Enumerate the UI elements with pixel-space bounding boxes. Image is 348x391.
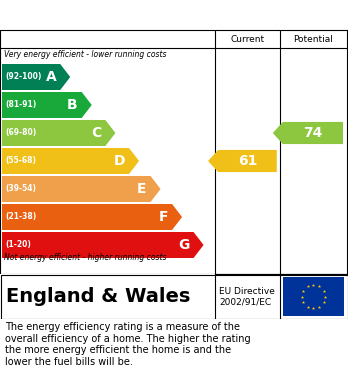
Text: E: E <box>137 182 147 196</box>
Polygon shape <box>2 120 116 146</box>
Text: C: C <box>91 126 101 140</box>
Text: Potential: Potential <box>293 34 333 43</box>
Text: Very energy efficient - lower running costs: Very energy efficient - lower running co… <box>4 50 166 59</box>
Text: 61: 61 <box>238 154 257 168</box>
Polygon shape <box>2 232 204 258</box>
Text: (81-91): (81-91) <box>5 100 36 109</box>
Text: (55-68): (55-68) <box>5 156 36 165</box>
Text: (92-100): (92-100) <box>5 72 41 81</box>
Polygon shape <box>2 204 182 230</box>
Polygon shape <box>2 64 70 90</box>
Text: A: A <box>46 70 56 84</box>
Polygon shape <box>2 148 139 174</box>
Text: D: D <box>113 154 125 168</box>
Polygon shape <box>208 150 277 172</box>
Polygon shape <box>2 92 92 118</box>
Text: G: G <box>178 238 190 252</box>
Text: EU Directive
2002/91/EC: EU Directive 2002/91/EC <box>219 287 275 306</box>
Text: England & Wales: England & Wales <box>6 287 190 306</box>
Text: (1-20): (1-20) <box>5 240 31 249</box>
Text: B: B <box>67 98 78 112</box>
Bar <box>283 277 344 316</box>
Text: 74: 74 <box>303 126 323 140</box>
Text: Current: Current <box>230 34 264 43</box>
Polygon shape <box>2 176 160 202</box>
Text: Energy Efficiency Rating: Energy Efficiency Rating <box>10 7 220 23</box>
Text: (39-54): (39-54) <box>5 185 36 194</box>
Text: (69-80): (69-80) <box>5 129 36 138</box>
Text: The energy efficiency rating is a measure of the
overall efficiency of a home. T: The energy efficiency rating is a measur… <box>5 322 251 367</box>
Text: Not energy efficient - higher running costs: Not energy efficient - higher running co… <box>4 253 166 262</box>
Text: (21-38): (21-38) <box>5 212 36 221</box>
Polygon shape <box>273 122 343 144</box>
Text: F: F <box>159 210 168 224</box>
